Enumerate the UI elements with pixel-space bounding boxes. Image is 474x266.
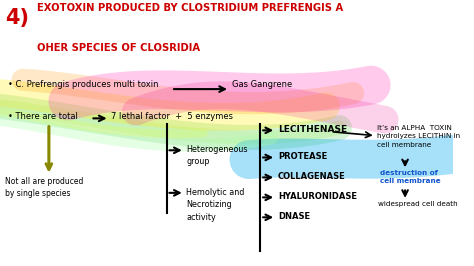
Text: Hemolytic and
Necrotizing
activity: Hemolytic and Necrotizing activity (186, 188, 245, 222)
Text: HYALURONIDASE: HYALURONIDASE (278, 192, 357, 201)
Text: Heterogeneous
group: Heterogeneous group (186, 145, 248, 167)
Text: PROTEASE: PROTEASE (278, 152, 327, 161)
Text: widespread cell death: widespread cell death (378, 201, 457, 207)
Text: • There are total: • There are total (8, 112, 78, 121)
Text: LECITHENASE: LECITHENASE (278, 125, 347, 134)
Text: COLLAGENASE: COLLAGENASE (278, 172, 346, 181)
Text: It’s an ALPHA  TOXIN
hydrolyzes LECITHIN in
cell membrane: It’s an ALPHA TOXIN hydrolyzes LECITHIN … (376, 125, 460, 148)
Text: Not all are produced
by single species: Not all are produced by single species (5, 177, 83, 198)
Text: Gas Gangrene: Gas Gangrene (232, 80, 292, 89)
Text: EXOTOXIN PRODUCED BY CLOSTRIDIUM PREFRENGIS A: EXOTOXIN PRODUCED BY CLOSTRIDIUM PREFREN… (37, 3, 343, 13)
Text: OHER SPECIES OF CLOSRIDIA: OHER SPECIES OF CLOSRIDIA (37, 43, 200, 53)
Text: DNASE: DNASE (278, 212, 310, 221)
Text: 7 lethal factor  +  5 enzymes: 7 lethal factor + 5 enzymes (111, 112, 233, 121)
Text: destruction of
cell membrane: destruction of cell membrane (380, 170, 441, 185)
Text: 4): 4) (5, 8, 29, 28)
Text: • C. Prefrengis produces multi toxin: • C. Prefrengis produces multi toxin (8, 80, 159, 89)
